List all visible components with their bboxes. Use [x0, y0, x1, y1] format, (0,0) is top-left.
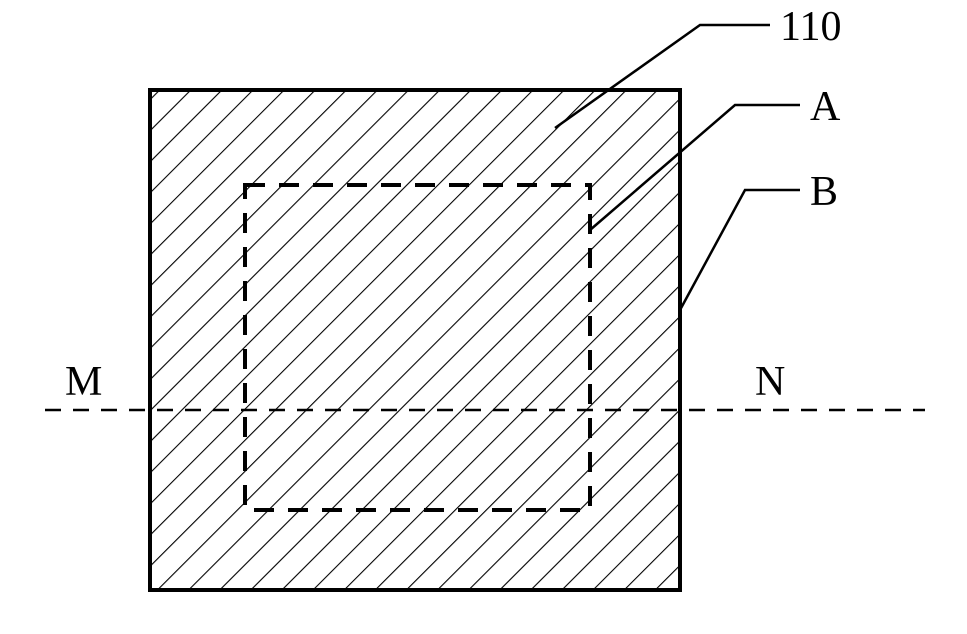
- label-N: N: [755, 359, 785, 405]
- label-B: B: [810, 169, 838, 215]
- label-A: A: [810, 84, 841, 130]
- label-110: 110: [780, 4, 841, 50]
- label-M: M: [65, 359, 102, 405]
- technical-diagram: 110 A B M N: [0, 0, 967, 634]
- leader-B: [680, 190, 800, 310]
- outer-region-110: [150, 90, 680, 590]
